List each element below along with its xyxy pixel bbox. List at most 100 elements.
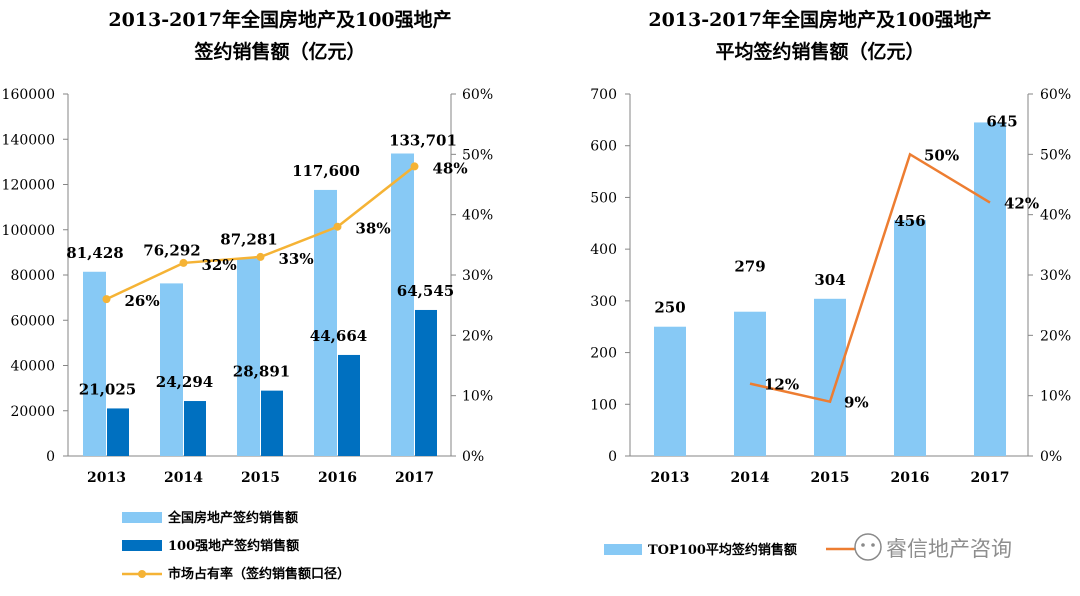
- right-chart-x-tick-label: 2015: [811, 470, 850, 486]
- left-chart-y-tick-label: 40000: [10, 359, 55, 375]
- left-chart-point-market-share: [256, 252, 265, 261]
- left-chart-title: 2013-2017年全国房地产及100强地产 签约销售额（亿元）: [40, 4, 520, 68]
- left-chart-bar-top100: [261, 390, 283, 456]
- left-chart-bar-top100: [107, 408, 129, 456]
- left-chart-bar-top100: [338, 354, 360, 456]
- right-chart-bar-avg: [654, 326, 686, 456]
- right-chart-y2-tick-label: 10%: [1040, 389, 1071, 405]
- left-chart-y-tick-label: 80000: [10, 268, 55, 284]
- left-chart-title-line2: 签约销售额（亿元）: [194, 41, 366, 63]
- left-chart-label-market-share: 38%: [356, 220, 391, 238]
- left-chart-label-national: 117,600: [292, 162, 360, 180]
- right-chart-bar-avg: [814, 298, 846, 456]
- left-chart-label-national: 87,281: [220, 231, 277, 249]
- left-chart-legend-swatch-top100: [122, 540, 162, 551]
- left-chart-y2-tick-label: 60%: [462, 87, 493, 103]
- right-chart-line-growth: [749, 152, 991, 404]
- left-chart-legend-label-top100: 100强地产签约销售额: [168, 538, 299, 554]
- left-chart-bar-national: [83, 271, 106, 456]
- right-chart-title-line1: 2013-2017年全国房地产及100强地产: [648, 9, 992, 31]
- right-chart-legend-label-avg: TOP100平均签约销售额: [648, 542, 797, 558]
- right-chart-bar-avg: [894, 220, 926, 456]
- right-chart-y-tick-label: 500: [590, 190, 617, 206]
- right-chart-title: 2013-2017年全国房地产及100强地产 平均签约销售额（亿元）: [580, 4, 1060, 68]
- left-chart-x-tick-label: 2016: [318, 470, 357, 486]
- right-chart-x-tick-label: 2017: [971, 470, 1010, 486]
- right-chart-label-growth: 50%: [924, 146, 959, 164]
- right-chart-x-tick-label: 2014: [731, 470, 770, 486]
- left-chart-y2-tick-label: 40%: [462, 208, 493, 224]
- left-chart-y2-tick-label: 10%: [462, 389, 493, 405]
- watermark-wechat-icon: [854, 533, 882, 561]
- right-chart-x-tick-label: 2016: [891, 470, 930, 486]
- right-chart-label-avg: 279: [734, 258, 765, 276]
- right-chart-y-tick-label: 200: [590, 346, 617, 362]
- left-chart-y-tick-label: 20000: [10, 404, 55, 420]
- right-chart-label-avg: 304: [814, 271, 845, 289]
- left-chart-point-market-share: [333, 222, 342, 231]
- right-chart-label-growth: 12%: [764, 376, 799, 394]
- left-chart-bar-top100: [184, 401, 206, 456]
- right-chart-legend-swatch-avg: [604, 544, 642, 555]
- left-chart-legend-marker-market-share: [138, 570, 146, 578]
- left-chart-legend-swatch-national: [122, 512, 162, 523]
- left-chart-y-tick-label: 120000: [2, 178, 55, 194]
- right-chart-label-avg: 456: [894, 212, 925, 230]
- right-chart-label-avg: 250: [654, 299, 685, 317]
- left-chart-point-market-share: [179, 258, 188, 267]
- left-chart-x-tick-label: 2014: [164, 470, 203, 486]
- left-chart-label-national: 81,428: [66, 244, 123, 262]
- right-chart-y-tick-label: 300: [590, 294, 617, 310]
- left-chart-bar-national: [237, 258, 260, 456]
- right-chart-x-tick-label: 2013: [651, 470, 690, 486]
- left-chart-label-national: 76,292: [143, 241, 200, 259]
- left-chart-y2-tick-label: 0%: [462, 449, 484, 465]
- left-chart-legend-label-national: 全国房地产签约销售额: [167, 510, 298, 526]
- left-chart-y-tick-label: 140000: [2, 132, 55, 148]
- left-chart-y-tick-label: 0: [46, 449, 55, 465]
- left-chart-label-top100: 28,891: [233, 363, 290, 381]
- left-chart-bar-national: [160, 283, 183, 456]
- right-chart-y-tick-label: 400: [590, 242, 617, 258]
- watermark-text: 睿信地产咨询: [886, 537, 1012, 561]
- left-chart-y-tick-label: 160000: [2, 87, 55, 103]
- right-chart-label-growth: 42%: [1004, 195, 1039, 213]
- left-chart-x-tick-label: 2017: [395, 470, 434, 486]
- left-chart-label-market-share: 32%: [202, 256, 237, 274]
- left-chart-bar-national: [314, 189, 337, 456]
- left-chart-title-line1: 2013-2017年全国房地产及100强地产: [108, 9, 452, 31]
- left-chart-y2-tick-label: 50%: [462, 147, 493, 163]
- left-chart-label-market-share: 26%: [125, 292, 160, 310]
- watermark-wechat-icon-eye: [871, 543, 875, 547]
- right-chart-y-tick-label: 0: [608, 449, 617, 465]
- left-chart-bar-top100: [415, 309, 437, 456]
- left-chart-legend-label-market-share: 市场占有率（签约销售额口径）: [168, 566, 350, 582]
- left-chart-label-national: 133,701: [389, 132, 457, 150]
- left-chart-bar-national: [391, 153, 414, 457]
- right-chart-y2-tick-label: 0%: [1040, 449, 1062, 465]
- left-chart-label-top100: 44,664: [310, 327, 367, 345]
- right-chart-y2-tick-label: 20%: [1040, 328, 1071, 344]
- left-chart-y-tick-label: 60000: [10, 313, 55, 329]
- left-chart-label-top100: 24,294: [156, 373, 213, 391]
- left-chart-label-top100: 64,545: [397, 282, 454, 300]
- right-chart-label-growth: 9%: [844, 394, 869, 412]
- left-chart-point-market-share: [410, 162, 419, 171]
- right-chart-y2-tick-label: 30%: [1040, 268, 1071, 284]
- right-chart-y2-tick-label: 40%: [1040, 208, 1071, 224]
- left-chart-label-top100: 21,025: [79, 380, 136, 398]
- left-chart-point-market-share: [102, 295, 111, 304]
- left-chart-y-tick-label: 100000: [2, 223, 55, 239]
- right-chart-y2-tick-label: 60%: [1040, 87, 1071, 103]
- left-chart-x-tick-label: 2015: [241, 470, 280, 486]
- right-chart-y-tick-label: 700: [590, 87, 617, 103]
- right-chart-y-tick-label: 100: [590, 397, 617, 413]
- left-chart-y2-tick-label: 30%: [462, 268, 493, 284]
- watermark-wechat-icon-eye: [861, 543, 865, 547]
- left-chart-label-market-share: 33%: [279, 250, 314, 268]
- left-chart-label-market-share: 48%: [433, 159, 468, 177]
- right-chart-y-tick-label: 600: [590, 139, 617, 155]
- right-chart-bar-avg: [974, 122, 1006, 456]
- right-chart-title-line2: 平均签约销售额（亿元）: [715, 41, 925, 63]
